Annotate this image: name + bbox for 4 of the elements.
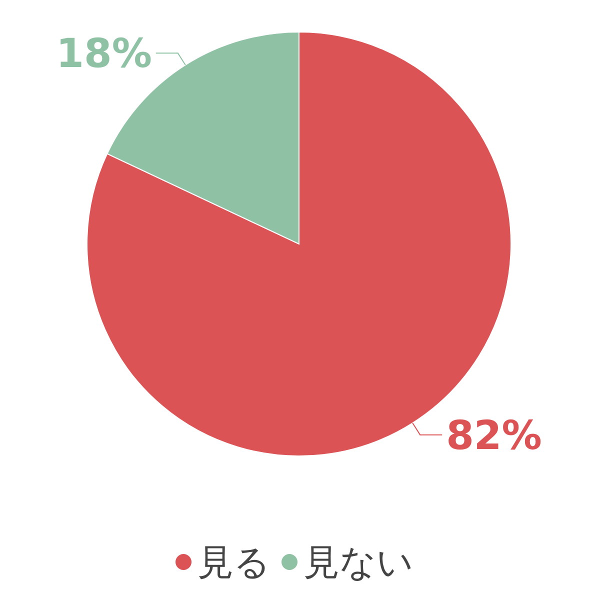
legend-label: 見る: [198, 542, 270, 584]
data-label: 18%: [56, 31, 152, 78]
legend-label: 見ない: [304, 542, 414, 584]
data-label: 82%: [446, 412, 542, 459]
